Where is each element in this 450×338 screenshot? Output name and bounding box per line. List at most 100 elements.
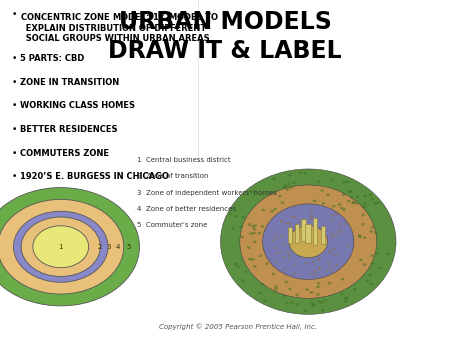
Circle shape — [316, 300, 320, 303]
Circle shape — [318, 267, 321, 269]
Circle shape — [309, 218, 312, 220]
Text: •: • — [11, 54, 17, 63]
Circle shape — [357, 234, 361, 237]
FancyBboxPatch shape — [321, 226, 325, 244]
Circle shape — [234, 263, 238, 265]
Circle shape — [305, 288, 309, 291]
Circle shape — [369, 274, 372, 276]
Circle shape — [386, 252, 390, 255]
Circle shape — [310, 216, 313, 218]
Circle shape — [350, 196, 354, 199]
Circle shape — [336, 264, 338, 266]
Circle shape — [332, 235, 334, 237]
Circle shape — [351, 201, 355, 203]
Circle shape — [288, 287, 292, 290]
Ellipse shape — [289, 226, 328, 258]
Circle shape — [333, 248, 336, 250]
Circle shape — [345, 296, 349, 299]
Ellipse shape — [240, 185, 377, 298]
Circle shape — [342, 193, 345, 196]
Circle shape — [303, 172, 307, 174]
Circle shape — [375, 252, 379, 255]
Circle shape — [240, 236, 244, 238]
Circle shape — [263, 299, 266, 302]
Circle shape — [250, 191, 253, 193]
Circle shape — [294, 264, 297, 266]
Circle shape — [340, 207, 343, 210]
Circle shape — [276, 237, 279, 239]
Circle shape — [361, 214, 365, 216]
Circle shape — [293, 216, 296, 218]
Circle shape — [328, 250, 331, 252]
Circle shape — [259, 255, 262, 257]
Circle shape — [343, 223, 346, 225]
Text: COMMUTERS ZONE: COMMUTERS ZONE — [20, 149, 109, 158]
Circle shape — [331, 179, 334, 182]
Circle shape — [283, 268, 286, 270]
Circle shape — [298, 171, 302, 174]
Circle shape — [310, 213, 313, 215]
Circle shape — [369, 230, 373, 233]
Circle shape — [331, 233, 334, 235]
Circle shape — [274, 247, 277, 249]
Circle shape — [280, 220, 283, 222]
Text: 2: 2 — [98, 244, 102, 250]
Circle shape — [374, 202, 377, 204]
Circle shape — [331, 214, 334, 216]
FancyBboxPatch shape — [288, 227, 292, 243]
Circle shape — [272, 272, 275, 275]
Circle shape — [320, 189, 324, 192]
Circle shape — [361, 223, 365, 226]
Circle shape — [344, 300, 347, 303]
Circle shape — [287, 251, 289, 254]
Circle shape — [272, 239, 274, 241]
Circle shape — [0, 199, 124, 294]
Circle shape — [281, 201, 284, 204]
Circle shape — [270, 210, 274, 213]
Circle shape — [262, 209, 266, 211]
Circle shape — [341, 278, 344, 281]
Circle shape — [281, 234, 284, 236]
Circle shape — [323, 299, 327, 302]
Circle shape — [253, 228, 256, 231]
Circle shape — [33, 226, 89, 268]
Text: 3: 3 — [107, 244, 111, 250]
Text: CONCENTRIC ZONE MODEL: 1$^{ST}$ MODEL TO
  EXPLAIN DISTRIBUTION OF DIFFERENT
  S: CONCENTRIC ZONE MODEL: 1$^{ST}$ MODEL TO… — [20, 10, 220, 43]
Text: 1: 1 — [58, 244, 63, 250]
Circle shape — [251, 225, 255, 228]
Circle shape — [338, 203, 342, 206]
Circle shape — [327, 261, 330, 263]
Circle shape — [287, 183, 290, 185]
Circle shape — [242, 216, 245, 219]
Circle shape — [317, 259, 319, 261]
Circle shape — [241, 279, 245, 282]
Circle shape — [274, 285, 278, 288]
Circle shape — [288, 174, 291, 177]
Circle shape — [274, 262, 277, 264]
Circle shape — [294, 207, 297, 209]
Circle shape — [326, 269, 328, 271]
Circle shape — [339, 229, 342, 231]
Circle shape — [295, 303, 299, 306]
Circle shape — [353, 288, 357, 291]
Circle shape — [282, 256, 285, 258]
Circle shape — [358, 236, 362, 238]
Circle shape — [291, 216, 294, 218]
Circle shape — [370, 262, 374, 265]
Text: 4  Zone of better residences: 4 Zone of better residences — [137, 206, 236, 212]
Circle shape — [311, 261, 314, 263]
Circle shape — [335, 254, 338, 256]
Circle shape — [321, 202, 325, 205]
Circle shape — [244, 270, 248, 273]
Text: 5 PARTS: CBD: 5 PARTS: CBD — [20, 54, 85, 63]
Circle shape — [344, 297, 347, 300]
Circle shape — [363, 263, 367, 266]
FancyBboxPatch shape — [301, 219, 306, 241]
Circle shape — [347, 200, 351, 202]
Text: •: • — [11, 125, 17, 134]
Circle shape — [330, 269, 333, 271]
Circle shape — [368, 193, 372, 196]
Circle shape — [279, 252, 282, 254]
Circle shape — [335, 214, 338, 216]
Text: 5  Commuter’s zone: 5 Commuter’s zone — [137, 222, 207, 228]
